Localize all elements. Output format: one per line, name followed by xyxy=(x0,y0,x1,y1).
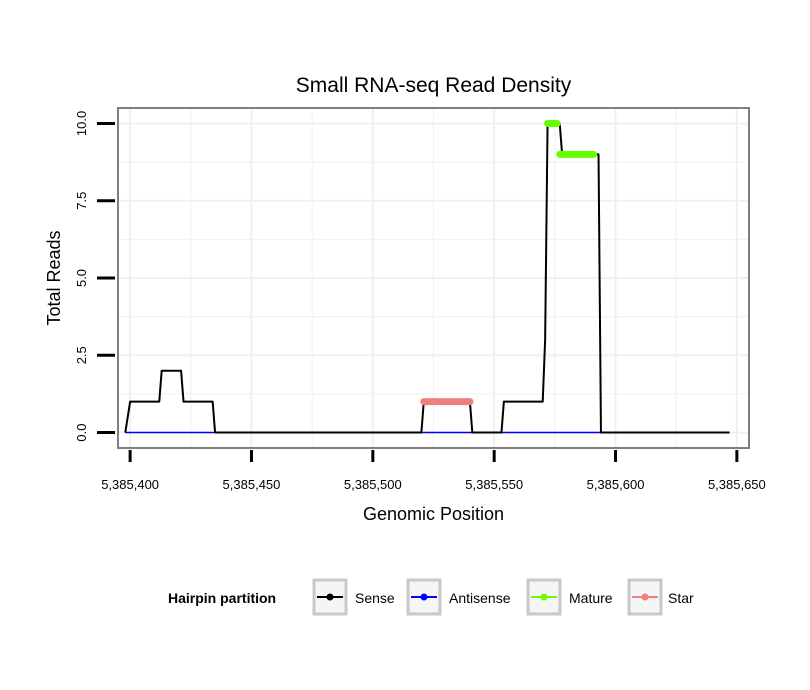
x-tick-label: 5,385,600 xyxy=(587,477,645,492)
y-tick-label: 2.5 xyxy=(74,346,89,364)
y-tick-label: 0.0 xyxy=(74,424,89,442)
legend-key-point xyxy=(540,593,548,601)
chart-title: Small RNA-seq Read Density xyxy=(296,74,572,97)
x-tick-label: 5,385,650 xyxy=(708,477,766,492)
y-tick-label: 5.0 xyxy=(74,269,89,287)
legend-label-antisense: Antisense xyxy=(449,590,511,606)
y-axis-title: Total Reads xyxy=(44,230,64,325)
x-axis-title: Genomic Position xyxy=(363,504,504,524)
legend-label-sense: Sense xyxy=(355,590,395,606)
x-tick-label: 5,385,450 xyxy=(223,477,281,492)
x-tick-label: 5,385,550 xyxy=(465,477,523,492)
y-tick-label: 7.5 xyxy=(74,192,89,210)
legend-key-point xyxy=(326,593,334,601)
legend-label-mature: Mature xyxy=(569,590,613,606)
legend-key-point xyxy=(641,593,649,601)
series-line-sense xyxy=(124,122,730,434)
legend: Hairpin partition Sense Antisense Mature St… xyxy=(168,578,694,616)
legend-key-point xyxy=(420,593,428,601)
y-tick-label: 10.0 xyxy=(74,111,89,136)
plot-panel-border xyxy=(117,107,750,449)
x-tick-label: 5,385,400 xyxy=(101,477,159,492)
grid-lines xyxy=(118,108,749,448)
x-axis: 5,385,400 5,385,450 5,385,500 5,385,550 5,38… xyxy=(101,450,766,492)
legend-label-star: Star xyxy=(668,590,694,606)
y-axis: 0.0 2.5 5.0 7.5 10.0 xyxy=(74,111,115,442)
data-series xyxy=(124,119,730,434)
legend-title: Hairpin partition xyxy=(168,590,276,606)
x-tick-label: 5,385,500 xyxy=(344,477,402,492)
